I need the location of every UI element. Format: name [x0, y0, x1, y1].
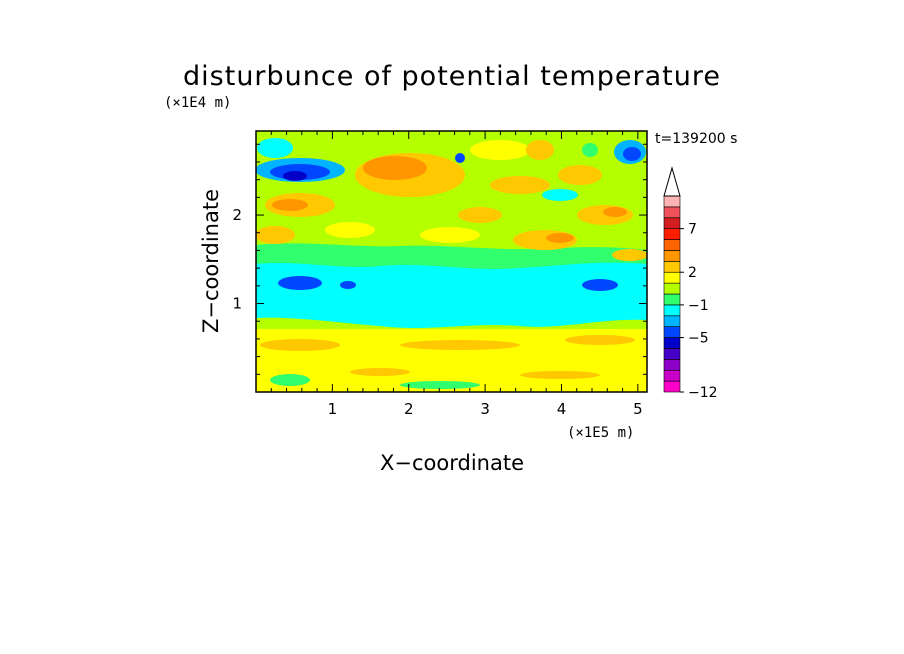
colorbar-label: −1 [688, 298, 709, 314]
colorbar-swatch [663, 337, 681, 349]
x-axis-unit: (×1E5 m) [567, 425, 634, 441]
colorbar-swatch [663, 228, 681, 240]
colorbar-label: 2 [688, 265, 697, 281]
x-tick-label: 5 [633, 400, 643, 418]
colorbar-swatch [663, 315, 681, 327]
colorbar-swatch [663, 369, 681, 382]
colorbar-swatch [663, 217, 681, 229]
colorbar-extend-arrow [663, 166, 681, 197]
colorbar-swatch [663, 326, 681, 338]
plot-frame [255, 130, 648, 393]
colorbar-swatch [663, 282, 681, 295]
colorbar-swatch [663, 380, 681, 393]
colorbar-swatch [663, 271, 681, 284]
colorbar-swatch [663, 250, 681, 262]
y-axis-ticks: 12 [232, 143, 647, 375]
colorbar-label: −12 [688, 385, 718, 401]
colorbar-label: 7 [688, 222, 697, 238]
x-axis-ticks: 1 2 3 4 5 [270, 131, 643, 418]
colorbar-swatch [663, 293, 681, 306]
y-tick-label: 1 [232, 295, 242, 313]
x-tick-label: 2 [404, 400, 414, 418]
colorbar-swatch [663, 261, 681, 273]
colorbar-swatch [663, 195, 681, 208]
x-tick-label: 3 [480, 400, 490, 418]
contour-field [256, 131, 647, 392]
colorbar-swatch [663, 348, 681, 360]
colorbar-label: −5 [688, 331, 709, 347]
y-axis-label: Z−coordinate [199, 189, 223, 333]
colorbar-swatch [663, 359, 681, 371]
x-axis-label: X−coordinate [380, 451, 524, 475]
colorbar-swatch [663, 239, 681, 251]
chart-title: disturbunce of potential temperature [183, 61, 721, 92]
colorbar: −12−5−127 [663, 166, 718, 401]
x-tick-label: 4 [557, 400, 567, 418]
y-axis-unit: (×1E4 m) [164, 95, 231, 111]
colorbar-swatch [663, 304, 681, 317]
colorbar-swatch [663, 206, 681, 219]
y-tick-label: 2 [232, 206, 242, 224]
time-label: t=139200 s [655, 131, 737, 147]
x-tick-label: 1 [328, 400, 338, 418]
